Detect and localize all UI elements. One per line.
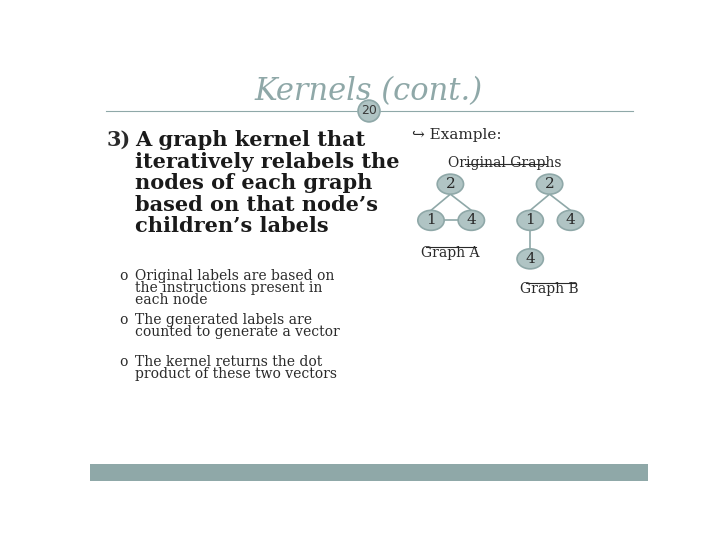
Text: iteratively relabels the: iteratively relabels the [135, 152, 400, 172]
Text: o: o [120, 355, 128, 369]
Text: Original labels are based on: Original labels are based on [135, 269, 334, 283]
Text: 1: 1 [526, 213, 535, 227]
Ellipse shape [536, 174, 563, 194]
Text: children’s labels: children’s labels [135, 217, 328, 237]
Text: nodes of each graph: nodes of each graph [135, 173, 372, 193]
Text: 4: 4 [526, 252, 535, 266]
Text: o: o [120, 269, 128, 283]
Text: Graph B: Graph B [521, 282, 579, 296]
Text: 4: 4 [467, 213, 476, 227]
Text: product of these two vectors: product of these two vectors [135, 367, 337, 381]
Circle shape [358, 100, 380, 122]
Text: based on that node’s: based on that node’s [135, 195, 378, 215]
Ellipse shape [437, 174, 464, 194]
Text: The kernel returns the dot: The kernel returns the dot [135, 355, 323, 369]
Ellipse shape [557, 211, 584, 231]
Text: the instructions present in: the instructions present in [135, 281, 323, 295]
Text: Kernels (cont.): Kernels (cont.) [255, 76, 483, 107]
Ellipse shape [517, 211, 544, 231]
Ellipse shape [418, 211, 444, 231]
Text: 2: 2 [545, 177, 554, 191]
Text: 2: 2 [446, 177, 455, 191]
Text: Graph A: Graph A [421, 246, 480, 260]
Ellipse shape [458, 211, 485, 231]
Text: ↪ Example:: ↪ Example: [412, 128, 501, 142]
Text: 1: 1 [426, 213, 436, 227]
Text: o: o [120, 313, 128, 327]
Text: 20: 20 [361, 105, 377, 118]
Text: each node: each node [135, 294, 207, 307]
Text: The generated labels are: The generated labels are [135, 313, 312, 327]
Text: Original Graphs: Original Graphs [448, 156, 562, 170]
Text: 3): 3) [107, 130, 131, 150]
Text: 4: 4 [566, 213, 575, 227]
Bar [90, 464, 648, 481]
Ellipse shape [517, 249, 544, 269]
Text: A graph kernel that: A graph kernel that [135, 130, 365, 150]
Text: counted to generate a vector: counted to generate a vector [135, 325, 340, 339]
